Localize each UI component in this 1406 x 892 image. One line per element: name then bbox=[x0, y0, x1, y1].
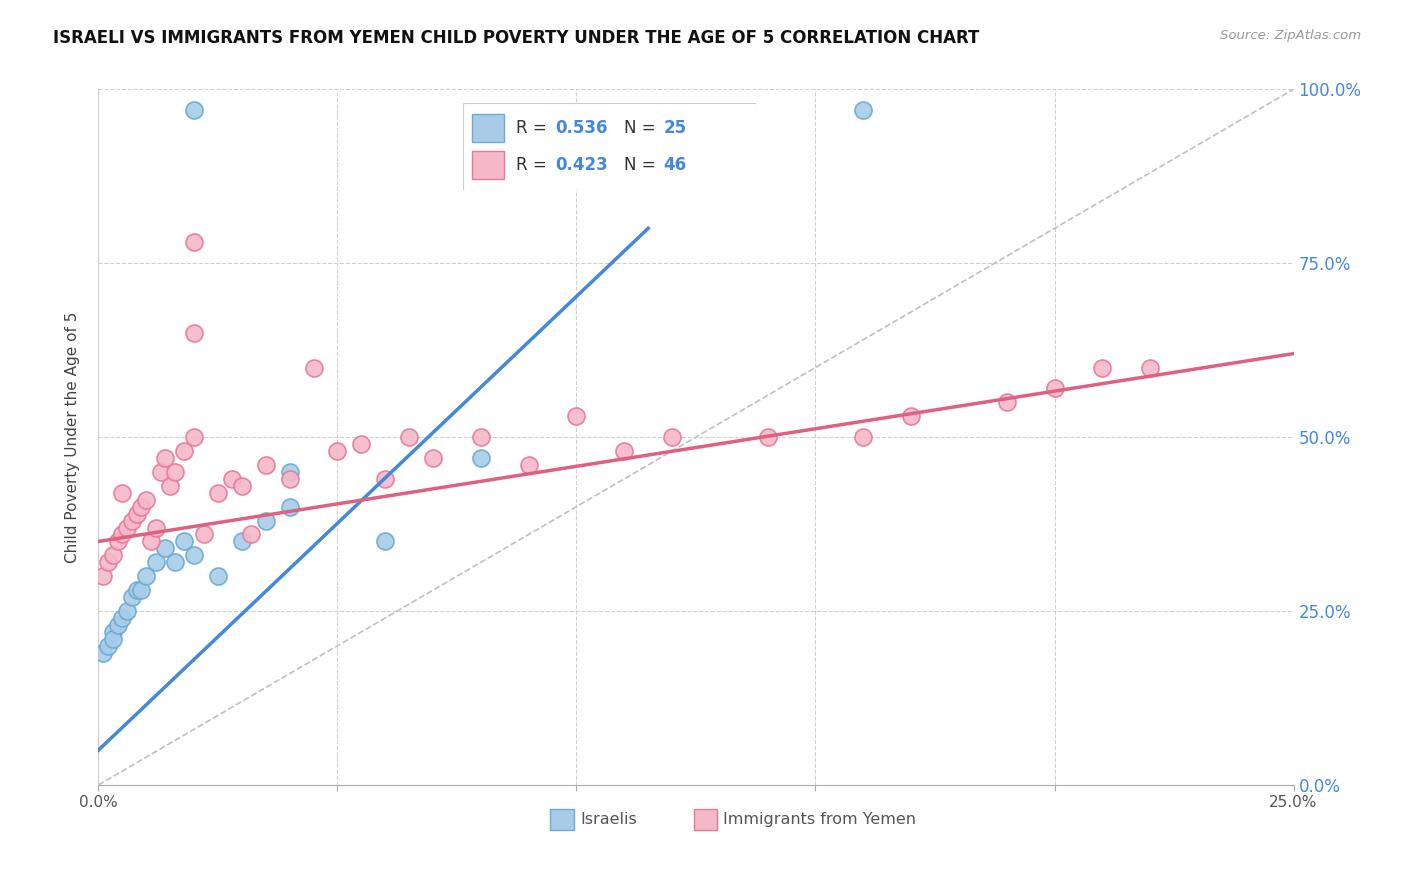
Point bbox=[350, 437, 373, 451]
Point bbox=[517, 458, 540, 472]
Point bbox=[254, 458, 277, 472]
Point bbox=[163, 465, 186, 479]
Point bbox=[97, 555, 120, 569]
Point bbox=[661, 430, 683, 444]
Point bbox=[155, 541, 177, 556]
Point bbox=[302, 360, 325, 375]
Point bbox=[107, 618, 129, 632]
Point bbox=[278, 465, 301, 479]
Text: Israelis: Israelis bbox=[581, 813, 637, 827]
Bar bbox=[550, 809, 574, 830]
Text: ISRAELI VS IMMIGRANTS FROM YEMEN CHILD POVERTY UNDER THE AGE OF 5 CORRELATION CH: ISRAELI VS IMMIGRANTS FROM YEMEN CHILD P… bbox=[53, 29, 980, 46]
Point bbox=[470, 450, 492, 465]
Point bbox=[613, 444, 636, 458]
Point bbox=[121, 514, 143, 528]
Point bbox=[111, 485, 134, 500]
Point bbox=[398, 430, 420, 444]
Point bbox=[155, 450, 177, 465]
Point bbox=[173, 534, 195, 549]
Point bbox=[145, 520, 167, 534]
Point bbox=[163, 555, 186, 569]
Point bbox=[852, 430, 875, 444]
Point bbox=[852, 103, 875, 117]
Point bbox=[135, 492, 157, 507]
Text: Immigrants from Yemen: Immigrants from Yemen bbox=[724, 813, 917, 827]
Point bbox=[131, 500, 153, 514]
Point bbox=[125, 507, 148, 521]
Point bbox=[111, 527, 134, 541]
Point bbox=[183, 235, 205, 250]
Point bbox=[221, 472, 243, 486]
Point bbox=[183, 103, 205, 117]
Point bbox=[1139, 360, 1161, 375]
Point bbox=[231, 534, 253, 549]
Point bbox=[101, 632, 124, 646]
Point bbox=[756, 430, 779, 444]
Point bbox=[374, 472, 396, 486]
Point bbox=[173, 444, 195, 458]
Point bbox=[900, 409, 922, 424]
Point bbox=[1043, 381, 1066, 395]
Point bbox=[101, 549, 124, 563]
Point bbox=[183, 430, 205, 444]
Point bbox=[135, 569, 157, 583]
Point bbox=[115, 520, 138, 534]
Point bbox=[101, 624, 124, 639]
Point bbox=[565, 409, 588, 424]
Y-axis label: Child Poverty Under the Age of 5: Child Poverty Under the Age of 5 bbox=[65, 311, 80, 563]
Point bbox=[995, 395, 1018, 409]
Point bbox=[139, 534, 162, 549]
Point bbox=[207, 485, 229, 500]
Point bbox=[374, 534, 396, 549]
Point bbox=[326, 444, 349, 458]
Point bbox=[115, 604, 138, 618]
Point bbox=[240, 527, 263, 541]
Point bbox=[1091, 360, 1114, 375]
Point bbox=[422, 450, 444, 465]
Point bbox=[159, 479, 181, 493]
Point bbox=[470, 430, 492, 444]
Point bbox=[254, 514, 277, 528]
Point bbox=[145, 555, 167, 569]
Text: Source: ZipAtlas.com: Source: ZipAtlas.com bbox=[1220, 29, 1361, 42]
Point bbox=[91, 646, 114, 660]
Point bbox=[193, 527, 215, 541]
Point bbox=[125, 583, 148, 598]
Point bbox=[278, 500, 301, 514]
Point bbox=[231, 479, 253, 493]
Bar bbox=[693, 809, 717, 830]
Point bbox=[111, 611, 134, 625]
Point bbox=[278, 472, 301, 486]
Point bbox=[183, 549, 205, 563]
Point bbox=[121, 590, 143, 604]
Point bbox=[107, 534, 129, 549]
Point bbox=[207, 569, 229, 583]
Point bbox=[91, 569, 114, 583]
Point bbox=[97, 639, 120, 653]
Point bbox=[131, 583, 153, 598]
Point bbox=[149, 465, 172, 479]
Point bbox=[183, 326, 205, 340]
